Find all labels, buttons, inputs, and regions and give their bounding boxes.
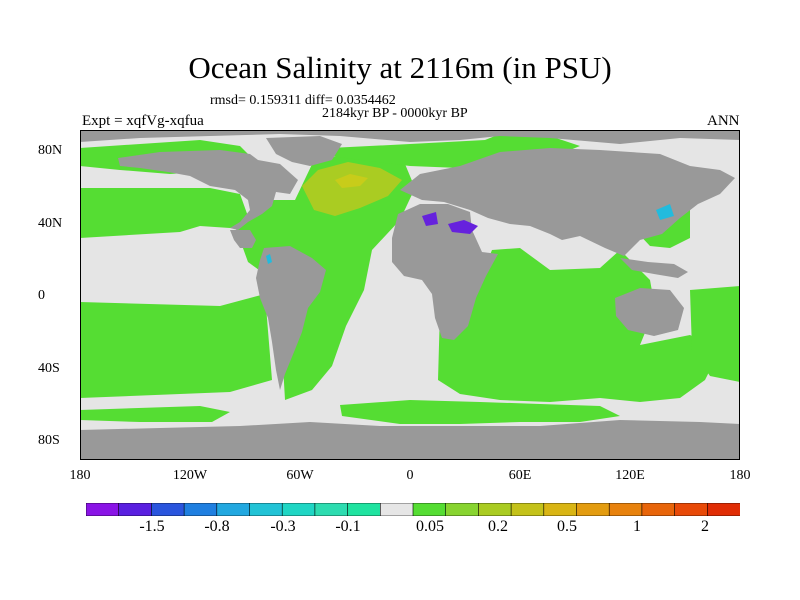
- colorbar-tick-label: -1.5: [139, 518, 165, 535]
- map-title: Ocean Salinity at 2116m (in PSU): [188, 50, 612, 85]
- lat-label-40s: 40S: [38, 361, 60, 376]
- east-pacific-patch: [690, 286, 740, 382]
- north-america: [118, 150, 298, 230]
- colorbar-segment: [576, 503, 610, 516]
- lat-label-80n: 80N: [38, 143, 63, 158]
- eurasia: [400, 148, 735, 256]
- stats-line: rmsd= 0.159311 diff= 0.0354462: [210, 93, 396, 108]
- colorbar-segment: [183, 503, 218, 516]
- antarctica: [80, 420, 740, 460]
- north-atlantic-peak: [335, 174, 368, 188]
- lon-label-180w: 180: [69, 468, 91, 483]
- southern-pacific-band: [80, 406, 230, 422]
- lon-label-60w: 60W: [286, 468, 314, 483]
- colorbar-tick-label: 0.5: [557, 518, 577, 535]
- colorbar-tick-label: 1: [633, 518, 641, 535]
- colorbar-segment: [249, 503, 283, 516]
- colorbar-tick-label: 0.2: [488, 518, 508, 535]
- south-pacific-ocean: [80, 294, 272, 398]
- map-canvas: [80, 130, 740, 460]
- experiment-label: Expt = xqfVg-xqfua: [82, 113, 204, 129]
- arctic-land-edge: [80, 130, 740, 144]
- colorbar-tick-label: -0.8: [204, 518, 230, 535]
- lon-label-120e: 120E: [615, 468, 645, 483]
- africa: [392, 204, 498, 340]
- colorbar-segment: [281, 503, 316, 516]
- southern-ocean-band: [340, 400, 620, 424]
- caribbean-anomaly: [266, 254, 272, 264]
- colorbar-segment: [706, 503, 740, 516]
- colorbar-segment: [608, 503, 643, 516]
- colorbar-segment: [314, 503, 349, 516]
- lat-label-equator: 0: [38, 288, 45, 303]
- lon-label-120w: 120W: [172, 468, 208, 483]
- salinity-map: [80, 130, 740, 460]
- colorbar-segment: [641, 503, 676, 516]
- south-america: [256, 246, 326, 390]
- lon-label-180e: 180: [729, 468, 751, 483]
- lon-label-0: 0: [406, 468, 414, 483]
- colorbar-segment: [347, 503, 381, 516]
- greenland: [266, 136, 342, 166]
- colorbar-segment: [543, 503, 578, 516]
- colorbar-segment: [674, 503, 708, 516]
- north-pacific-band: [80, 188, 250, 238]
- maritime-continent: [620, 258, 688, 278]
- colorbar-segment: [510, 503, 545, 516]
- japan-sea-anomaly: [656, 204, 674, 220]
- season-label: ANN: [707, 113, 740, 129]
- lat-label-80s: 80S: [38, 433, 60, 448]
- colorbar-segment: [445, 503, 480, 516]
- colorbar-segment: [478, 503, 512, 516]
- colorbar-tick-label: 0.05: [416, 518, 444, 535]
- colorbar-segment: [86, 503, 120, 516]
- australia: [615, 288, 684, 336]
- mediterranean-east-anomaly: [448, 220, 478, 234]
- colorbar-segment: [412, 503, 447, 516]
- period-label: 2184kyr BP - 0000kyr BP: [322, 106, 468, 121]
- colorbar-segment: [151, 503, 185, 516]
- colorbar-segment: [118, 503, 153, 516]
- colorbar-tick-label: 2: [701, 518, 709, 535]
- atlantic-ocean: [235, 152, 415, 400]
- colorbar-segment: [216, 503, 251, 516]
- colorbar-tick-label: -0.3: [270, 518, 296, 535]
- lat-label-40n: 40N: [38, 216, 63, 231]
- mediterranean-west-anomaly: [422, 212, 438, 226]
- map-border: [80, 130, 740, 460]
- colorbar: [86, 503, 740, 516]
- north-atlantic-high-anomaly: [302, 162, 402, 216]
- central-america: [230, 230, 256, 248]
- lon-label-60e: 60E: [508, 468, 532, 483]
- indian-ocean: [438, 248, 720, 402]
- colorbar-tick-label: -0.1: [335, 518, 361, 535]
- colorbar-segment: [379, 503, 414, 516]
